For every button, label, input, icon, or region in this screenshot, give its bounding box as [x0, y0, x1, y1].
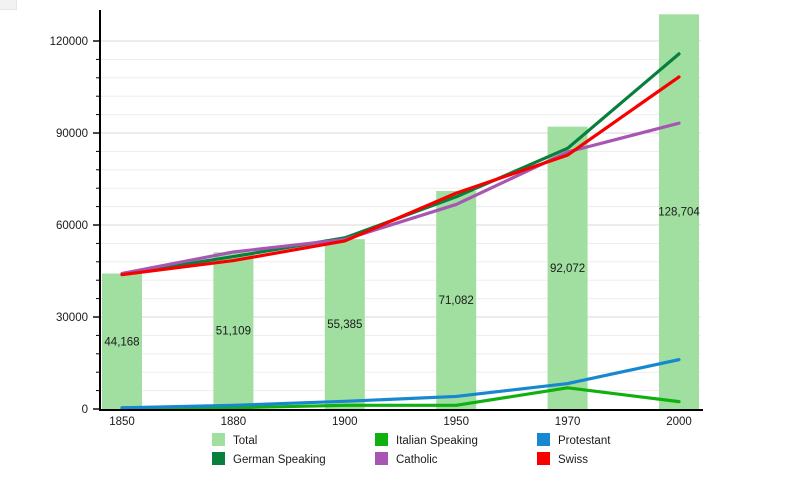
line-italian-speaking	[120, 386, 681, 411]
bar-value-label: 71,082	[439, 295, 474, 307]
legend-label-catholic: Catholic	[396, 454, 438, 466]
line-catholic	[120, 121, 681, 276]
legend-swatch-swiss	[537, 452, 550, 465]
legend-label-total: Total	[233, 435, 257, 447]
legend-swatch-german-speaking	[212, 452, 225, 465]
bar-1880	[213, 252, 254, 409]
x-axis-label: 2000	[666, 416, 692, 428]
bar-value-label: 44,168	[104, 336, 139, 348]
bar-1950	[436, 191, 477, 409]
x-axis-label: 1850	[109, 416, 135, 428]
legend-label-italian-speaking: Italian Speaking	[396, 435, 478, 447]
y-axis-label: 60000	[56, 220, 88, 232]
x-axis-label: 1880	[221, 416, 247, 428]
line-german-speaking	[120, 52, 681, 276]
legend-swatch-catholic	[375, 452, 388, 465]
legend-label-swiss: Swiss	[558, 454, 588, 466]
line-protestant	[120, 358, 681, 410]
bar-value-label: 128,704	[658, 207, 700, 219]
y-axis-label: 0	[82, 404, 88, 416]
legend-swatch-total	[212, 433, 225, 446]
bar-value-label: 51,109	[216, 326, 251, 338]
legend-swatch-protestant	[537, 433, 550, 446]
x-axis-label: 1950	[443, 416, 469, 428]
y-axis-label: 90000	[56, 128, 88, 140]
bar-2000	[659, 14, 699, 409]
line-swiss	[120, 75, 681, 277]
legend-label-protestant: Protestant	[558, 435, 611, 447]
bar-1850	[102, 273, 142, 409]
x-axis-label: 1900	[332, 416, 358, 428]
y-axis-label: 30000	[56, 312, 88, 324]
y-axis-label: 120000	[50, 36, 88, 48]
bar-value-label: 92,072	[550, 263, 585, 275]
bar-value-label: 55,385	[327, 319, 362, 331]
x-axis-label: 1970	[555, 416, 581, 428]
corner-artifact	[0, 0, 17, 10]
legend-swatch-italian-speaking	[375, 433, 388, 446]
bar-1900	[324, 239, 365, 409]
bar-1970	[547, 126, 588, 409]
legend-label-german-speaking: German Speaking	[233, 454, 326, 466]
